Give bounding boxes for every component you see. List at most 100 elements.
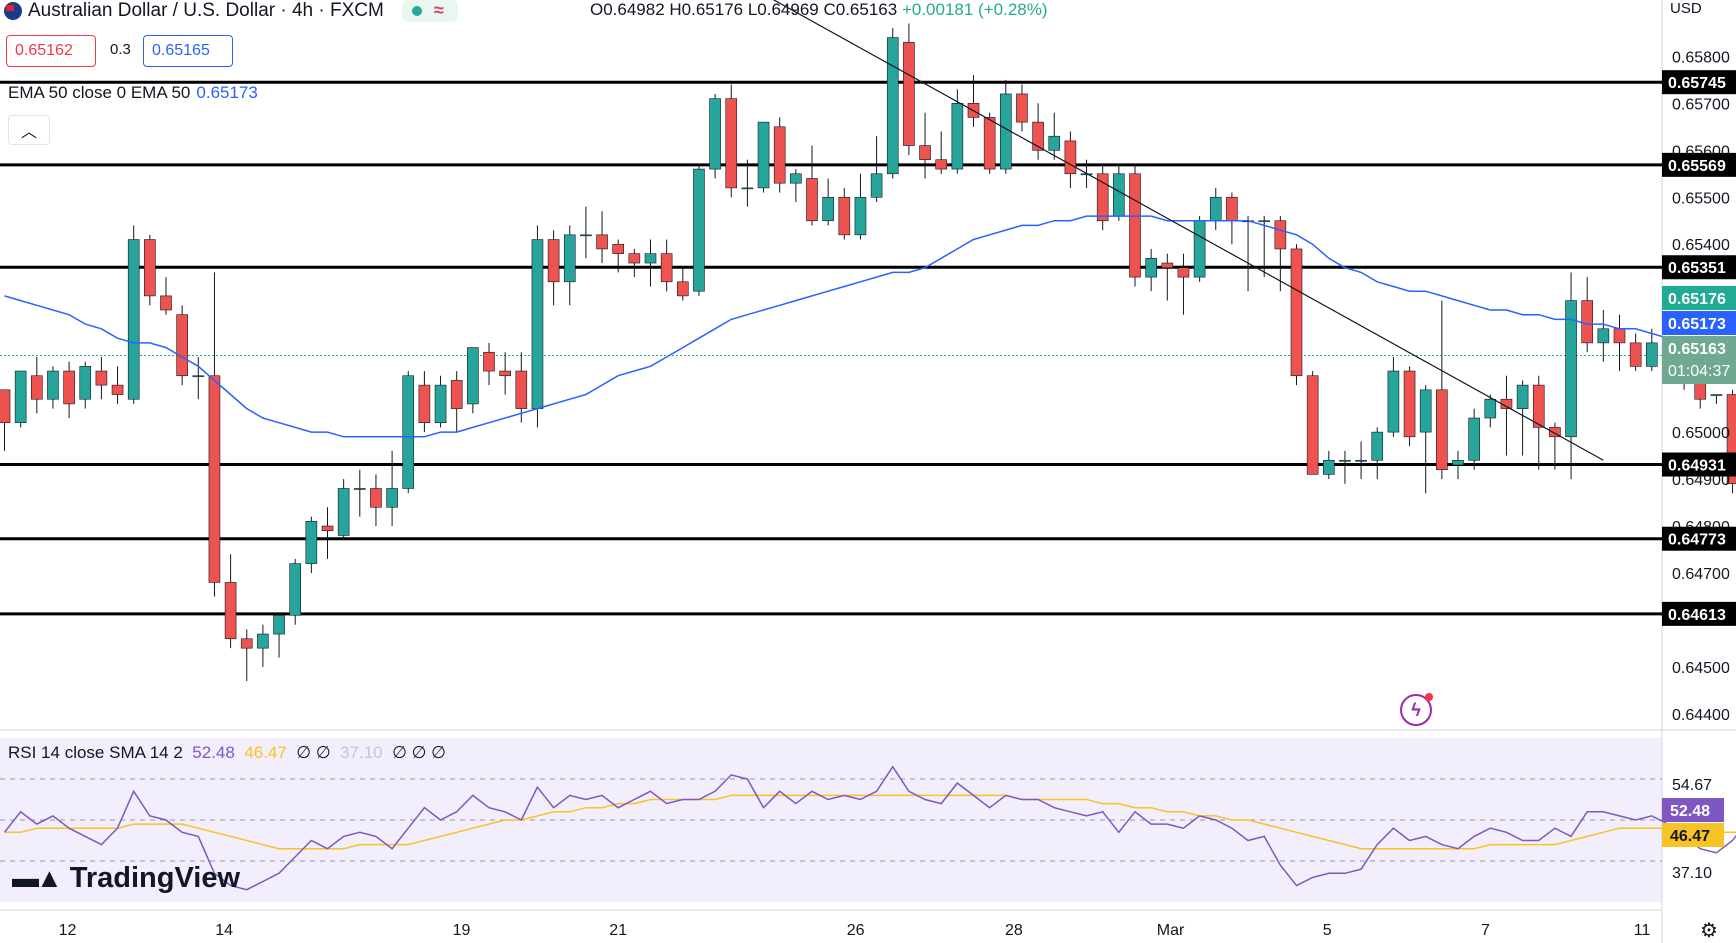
candle-body <box>531 239 544 409</box>
candle-body <box>370 488 382 508</box>
time-tick-label: 11 <box>1634 922 1651 939</box>
currency-label[interactable]: USD <box>1670 0 1702 17</box>
candle-body <box>450 380 463 409</box>
candle-body <box>951 103 964 170</box>
level-price-tag <box>1662 70 1736 95</box>
rsi-tick-label: 37.10 <box>1672 865 1712 882</box>
candle <box>1646 328 1658 372</box>
wave-icon: ≈ <box>433 0 444 20</box>
rsi-sma-label: 46.47 <box>1670 828 1710 845</box>
trend-line <box>772 0 1604 461</box>
candle <box>1629 333 1642 372</box>
candle-body <box>321 525 334 532</box>
candle <box>1032 103 1044 160</box>
ema-label-value: 0.65173 <box>196 83 258 102</box>
candle <box>951 89 964 174</box>
time-tick-label: Mar <box>1157 922 1185 939</box>
candle-body <box>0 389 11 424</box>
candle <box>1064 131 1077 188</box>
candle <box>1226 192 1238 245</box>
candle-body <box>838 196 851 236</box>
candle <box>1597 309 1610 362</box>
status-toggle[interactable]: ≈ <box>401 0 458 22</box>
candle-body <box>111 384 124 395</box>
candle <box>935 131 948 174</box>
level-price-tag <box>1662 152 1736 177</box>
candle-body <box>289 563 302 616</box>
buy-price-button[interactable]: 0.65165 <box>143 35 233 67</box>
candle-body <box>903 41 915 146</box>
candle-body <box>1646 342 1658 367</box>
candle-body <box>1226 196 1238 222</box>
candle-body <box>1710 394 1723 396</box>
time-tick-label: 21 <box>609 922 627 939</box>
candle-body <box>693 168 705 292</box>
candle <box>386 450 398 527</box>
candle-body <box>580 234 592 237</box>
collapse-legend-button[interactable]: ︿ <box>8 115 50 145</box>
candle <box>1565 272 1577 480</box>
level-price-label: 0.64773 <box>1668 532 1726 549</box>
tv-mark-icon: ▬▲ <box>12 863 63 893</box>
candle-body <box>1145 258 1157 278</box>
candle-body <box>547 239 560 283</box>
candle <box>192 356 205 400</box>
candle-body <box>208 375 221 583</box>
candle-body <box>1209 196 1222 222</box>
candle-body <box>1274 220 1287 250</box>
rsi-label-value: 52.48 <box>192 743 235 762</box>
chevron-up-icon: ︿ <box>20 124 37 141</box>
candle-body <box>305 521 318 564</box>
candle-body <box>224 582 237 640</box>
time-tick-label: 7 <box>1481 922 1490 939</box>
market-open-dot-icon <box>411 6 422 16</box>
candle-body <box>1436 389 1448 470</box>
candle-body <box>1371 431 1384 461</box>
candle-body <box>1613 328 1626 344</box>
gear-icon[interactable]: ⚙ <box>1700 920 1718 942</box>
candle <box>224 554 237 649</box>
time-tick-label: 19 <box>453 922 471 939</box>
candle-body <box>1193 220 1206 278</box>
rsi-indicator-label[interactable]: RSI 14 close SMA 14 2 52.48 46.47 ∅ ∅ 37… <box>8 743 446 763</box>
candle <box>1016 84 1028 132</box>
price-tick-label: 0.64400 <box>1672 707 1730 724</box>
bolt-icon[interactable]: ϟ <box>1400 693 1433 726</box>
candle-body <box>127 239 140 400</box>
candle <box>1193 216 1206 282</box>
candle-body <box>63 370 75 405</box>
candle-body <box>1597 328 1610 344</box>
candle-body <box>95 370 108 386</box>
candle-body <box>1290 248 1303 377</box>
candle-body <box>1726 394 1736 485</box>
price-tick-label: 0.64700 <box>1672 566 1730 583</box>
candle <box>725 84 738 198</box>
candle <box>1242 216 1254 292</box>
ema-indicator-label[interactable]: EMA 50 close 0 EMA 50 0.65173 <box>8 83 258 103</box>
price-tick-label: 0.65000 <box>1672 425 1730 442</box>
candle <box>547 230 560 306</box>
ohlc-change: +0.00181 (+0.28%) <box>901 0 1048 19</box>
candle <box>321 507 334 559</box>
candle-body <box>919 145 931 160</box>
candle-body <box>1161 262 1174 269</box>
symbol-title[interactable]: Australian Dollar / U.S. Dollar · 4h · F… <box>28 0 384 21</box>
candle <box>1452 450 1464 480</box>
candle-body <box>1339 459 1351 462</box>
candle-body <box>790 173 802 184</box>
candle-body <box>483 351 495 372</box>
candle-body <box>467 347 479 405</box>
candle <box>741 159 754 207</box>
candle <box>709 93 721 179</box>
candle-body <box>1419 389 1432 433</box>
candle <box>111 366 124 404</box>
candle <box>806 145 818 226</box>
candle <box>63 361 75 419</box>
candle <box>160 277 172 315</box>
level-price-tag <box>1662 526 1736 551</box>
price-tick-label: 0.65400 <box>1672 237 1730 254</box>
candle-body <box>418 384 431 424</box>
candle <box>854 173 867 240</box>
sell-price-button[interactable]: 0.65162 <box>6 35 96 67</box>
